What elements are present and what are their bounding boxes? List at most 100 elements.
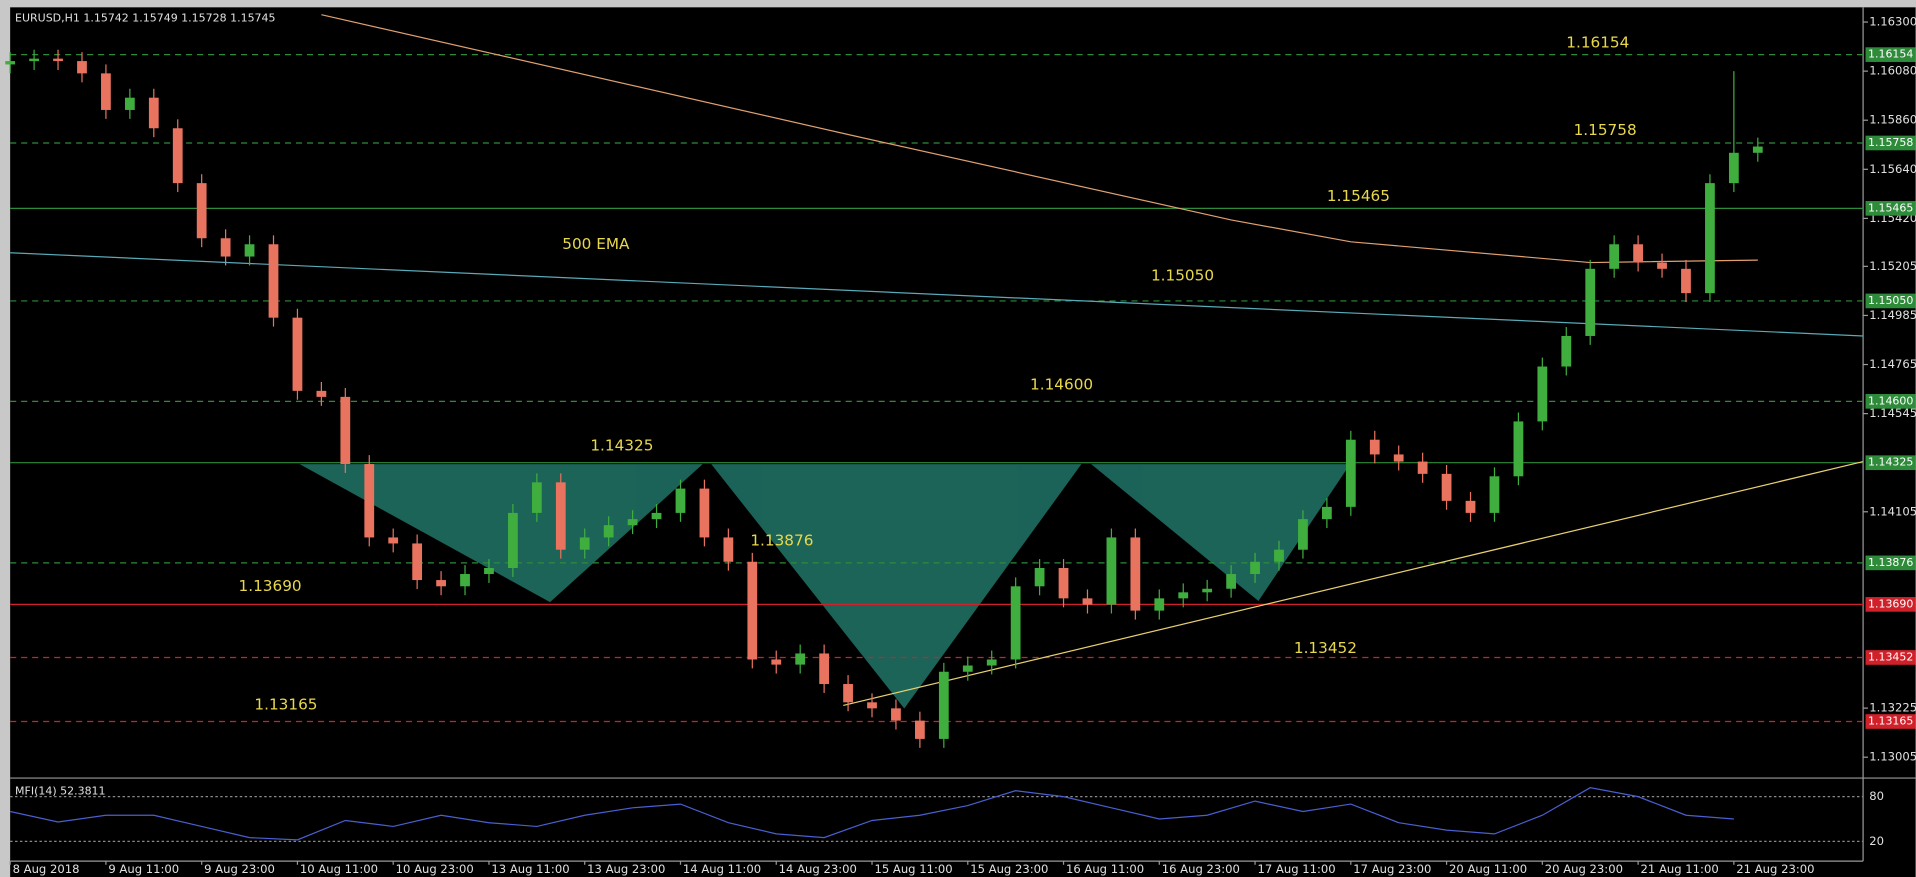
x-tick-label: 14 Aug 11:00: [683, 862, 761, 876]
candle-body: [1728, 152, 1739, 184]
level-label: 1.13876: [750, 532, 813, 550]
candle-body: [579, 537, 590, 550]
x-tick-label: 20 Aug 11:00: [1449, 862, 1527, 876]
candle-body: [340, 396, 351, 465]
candle-body: [268, 244, 279, 318]
candle-body: [1298, 519, 1308, 550]
level-price-box: [1865, 714, 1916, 729]
candle-body: [124, 97, 135, 110]
pattern-shape: [299, 464, 703, 603]
level-price-box: [1865, 47, 1916, 62]
x-tick-label: 21 Aug 11:00: [1641, 862, 1719, 876]
candle-body: [1321, 506, 1332, 520]
y-tick-label: 1.14545: [1869, 406, 1916, 420]
y-tick-label: 1.14105: [1869, 504, 1916, 518]
candle-body: [244, 244, 255, 257]
candle-body: [555, 482, 566, 550]
candle-body: [1250, 561, 1260, 575]
candle-body: [1537, 366, 1548, 422]
y-tick-label: 1.13005: [1869, 750, 1916, 764]
candle-body: [819, 653, 830, 685]
candle-body: [388, 537, 399, 544]
candle-body: [29, 58, 39, 62]
candle-body: [1345, 439, 1356, 507]
candle-body: [1705, 183, 1715, 294]
candle-body: [1681, 268, 1691, 294]
candle-body: [101, 73, 111, 110]
x-tick-label: 10 Aug 11:00: [300, 862, 378, 876]
candle-body: [675, 488, 686, 513]
level-price-text: 1.15465: [1868, 201, 1913, 214]
x-tick-label: 14 Aug 23:00: [779, 862, 857, 876]
candle-body: [412, 543, 423, 581]
candle-body: [915, 720, 925, 739]
level-label: 1.14600: [1030, 375, 1093, 393]
x-tick-label: 17 Aug 11:00: [1257, 862, 1335, 876]
candle-body: [1752, 146, 1763, 153]
y-tick-label: 1.13225: [1869, 701, 1916, 715]
mfi-line: [10, 787, 1734, 841]
x-tick-label: 16 Aug 11:00: [1066, 862, 1144, 876]
level-label: 1.16154: [1566, 33, 1629, 51]
candle-body: [1130, 537, 1141, 611]
candle-body: [1585, 268, 1596, 336]
x-tick-label: 9 Aug 11:00: [108, 862, 179, 876]
level-price-box: [1865, 455, 1916, 471]
x-tick-label: 20 Aug 23:00: [1545, 862, 1623, 876]
overlay-line: [10, 252, 1864, 337]
level-label: 1.13452: [1294, 639, 1357, 657]
candle-body: [1561, 335, 1572, 367]
candle-body: [172, 128, 183, 184]
x-tick-label: 9 Aug 23:00: [204, 862, 275, 876]
candle-body: [603, 525, 614, 538]
level-label: 1.13690: [239, 577, 302, 595]
candle-body: [627, 519, 638, 526]
candle-body: [1154, 598, 1165, 611]
y-tick-label: 1.15640: [1869, 162, 1916, 176]
candle-body: [1082, 598, 1093, 605]
candle-body: [1178, 592, 1189, 599]
level-label: 1.13165: [254, 695, 317, 713]
level-price-text: 1.13876: [1868, 556, 1913, 569]
y-tick-label: 1.16300: [1869, 15, 1916, 29]
y-tick-label: 1.14985: [1869, 308, 1916, 322]
candle-body: [531, 482, 542, 513]
x-tick-label: 17 Aug 23:00: [1353, 862, 1431, 876]
candle-body: [1226, 574, 1237, 589]
plot-layer: 1.163001.160801.158601.156401.154201.152…: [5, 14, 1916, 876]
candle-body: [196, 183, 207, 239]
mfi-tick-label: 20: [1869, 834, 1884, 848]
candle-body: [795, 653, 806, 665]
candle-body: [771, 659, 782, 665]
candle-body: [1489, 476, 1500, 513]
pattern-shape: [711, 464, 1082, 709]
chart-background: [10, 7, 1916, 877]
candle-body: [1417, 461, 1428, 474]
level-price-text: 1.15050: [1868, 294, 1913, 307]
candle-body: [867, 702, 877, 709]
candle-body: [1058, 568, 1069, 599]
candle-body: [1657, 262, 1667, 269]
x-tick-label: 13 Aug 11:00: [491, 862, 569, 876]
x-tick-label: 16 Aug 23:00: [1162, 862, 1240, 876]
x-tick-label: 13 Aug 23:00: [587, 862, 665, 876]
candle-body: [1609, 244, 1620, 269]
x-tick-label: 15 Aug 11:00: [874, 862, 952, 876]
level-price-box: [1865, 650, 1916, 665]
level-price-text: 1.15758: [1868, 136, 1913, 149]
candle-body: [1010, 586, 1021, 660]
level-label: 1.15050: [1151, 267, 1214, 285]
candle-body: [723, 537, 734, 562]
candle-body: [699, 488, 710, 538]
annotation: 500 EMA: [562, 235, 630, 253]
candle-body: [1274, 549, 1284, 562]
level-price-text: 1.13452: [1868, 650, 1913, 663]
candle-body: [747, 561, 758, 660]
symbol-header: EURUSD,H1 1.15742 1.15749 1.15728 1.1574…: [15, 11, 275, 24]
candle-body: [891, 708, 901, 721]
overlay-line: [843, 460, 1864, 707]
level-price-box: [1865, 293, 1916, 309]
y-tick-label: 1.15205: [1869, 259, 1916, 273]
level-price-text: 1.13690: [1868, 597, 1913, 610]
